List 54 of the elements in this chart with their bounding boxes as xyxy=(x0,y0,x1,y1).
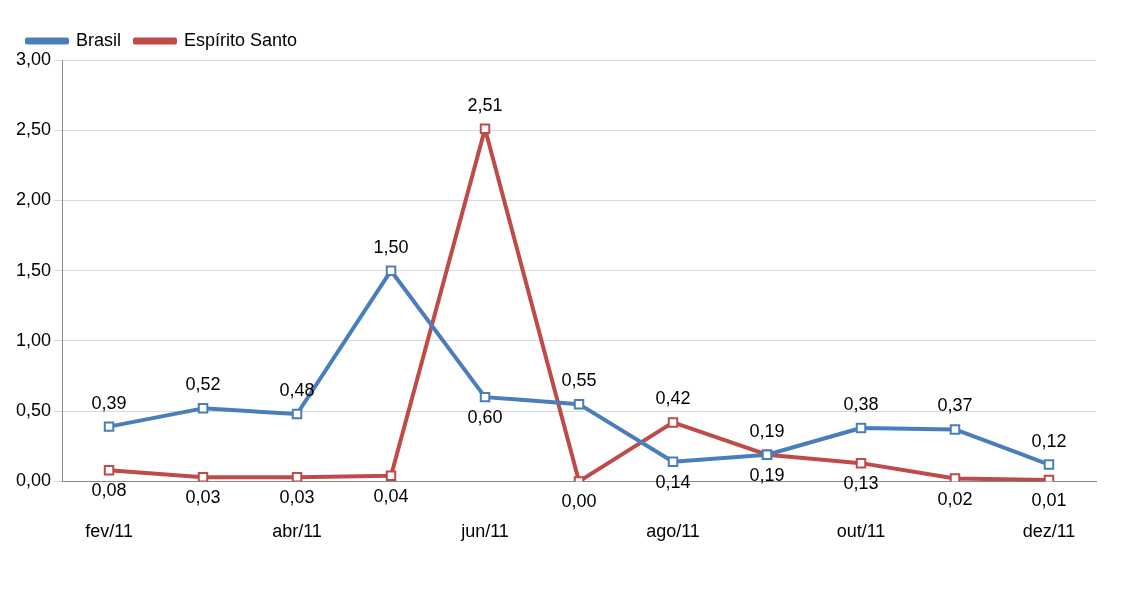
x-tick-label: fev/11 xyxy=(85,521,133,542)
point xyxy=(291,471,303,482)
data-label: 2,51 xyxy=(467,94,503,115)
point xyxy=(385,265,397,276)
data-label: 0,60 xyxy=(467,407,503,428)
data-label: 0,55 xyxy=(561,370,597,391)
data-label: 0,04 xyxy=(373,485,409,506)
x-tick-label: out/11 xyxy=(836,521,886,542)
data-label: 1,50 xyxy=(373,236,409,257)
point xyxy=(855,457,867,469)
data-label: 0,00 xyxy=(561,491,597,512)
y-tick-label: 1,00 xyxy=(15,329,52,350)
data-label: 0,52 xyxy=(185,374,221,395)
y-tick-label: 0,50 xyxy=(15,400,52,421)
y-tick-label: 0,00 xyxy=(15,470,52,491)
x-tick-label: abr/11 xyxy=(272,521,322,542)
point xyxy=(667,417,679,428)
data-label: 0,14 xyxy=(655,471,691,492)
point xyxy=(479,391,491,403)
data-label: 0,37 xyxy=(937,395,973,416)
data-label: 0,03 xyxy=(185,487,221,508)
point xyxy=(385,470,397,482)
point xyxy=(1043,459,1055,470)
point xyxy=(855,422,867,434)
legend-label: Brasil xyxy=(76,29,122,50)
x-tick-label: ago/11 xyxy=(646,521,700,542)
y-tick-label: 1,50 xyxy=(15,259,52,280)
point xyxy=(667,456,679,467)
point xyxy=(573,398,585,410)
data-label: 0,02 xyxy=(937,488,973,509)
y-tick-label: 3,00 xyxy=(15,48,52,69)
data-label: 0,08 xyxy=(91,480,127,501)
point xyxy=(949,424,961,435)
x-tick-label: dez/11 xyxy=(1022,521,1076,542)
y-tick-label: 2,00 xyxy=(15,189,52,210)
data-label: 0,12 xyxy=(1031,430,1067,451)
point xyxy=(949,473,961,482)
point xyxy=(479,123,491,135)
legend-label: Espírito Santo xyxy=(184,29,298,50)
data-label: 0,19 xyxy=(749,464,785,485)
point xyxy=(103,421,115,432)
data-label: 0,13 xyxy=(843,473,879,494)
data-label: 0,38 xyxy=(843,393,879,414)
point xyxy=(103,464,115,476)
data-label: 0,19 xyxy=(749,420,785,441)
x-tick-label: jun/11 xyxy=(460,521,509,542)
y-tick-label: 2,50 xyxy=(15,119,52,140)
point xyxy=(291,408,303,420)
data-label: 0,01 xyxy=(1031,489,1067,510)
data-label: 0,39 xyxy=(91,392,127,413)
data-label: 0,03 xyxy=(279,487,315,508)
point xyxy=(197,471,209,482)
point xyxy=(197,403,209,414)
data-label: 0,42 xyxy=(655,388,691,409)
